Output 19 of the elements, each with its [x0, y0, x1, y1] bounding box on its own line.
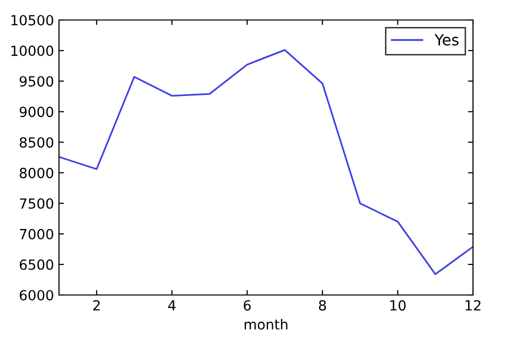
x-tick-label: 6 — [244, 300, 251, 311]
x-tick-label: 12 — [466, 300, 480, 310]
y-tick-label: 7500 — [20, 198, 54, 209]
x-tick-label: 8 — [318, 300, 326, 311]
y-tick-label: 8500 — [20, 137, 54, 148]
y-tick-label: 9500 — [20, 76, 54, 87]
y-tick-label: 7000 — [20, 228, 54, 240]
legend-label: Yes — [434, 34, 459, 46]
x-axis-title: month — [244, 318, 288, 330]
y-tick-label: 6500 — [20, 259, 54, 270]
x-tick-label: 2 — [93, 300, 100, 310]
y-tick-label: 8000 — [20, 168, 54, 178]
x-tick-label: 4 — [168, 300, 176, 310]
x-tick-label: 10 — [390, 300, 406, 311]
y-tick-label: 10000 — [11, 46, 54, 56]
y-tick-label: 9000 — [20, 106, 54, 118]
y-tick-label: 6000 — [20, 290, 54, 300]
y-tick-label: 10500 — [11, 14, 54, 26]
line-series — [59, 49, 473, 276]
